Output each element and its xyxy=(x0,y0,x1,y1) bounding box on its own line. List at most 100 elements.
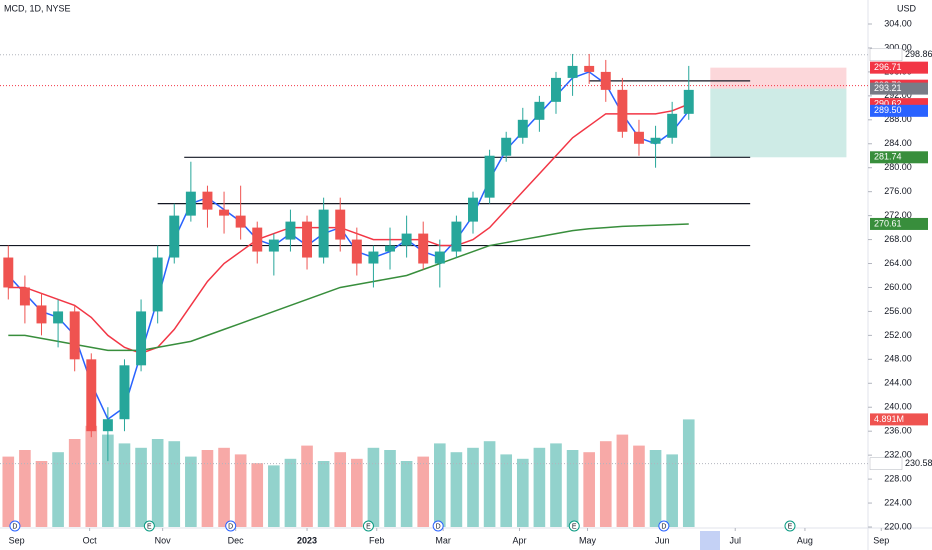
event-label: D xyxy=(436,523,441,530)
candle-body xyxy=(551,77,561,102)
y-tick-label: 256.00 xyxy=(884,306,912,316)
candle-body xyxy=(86,359,97,432)
candle-body xyxy=(285,221,296,240)
candle-body xyxy=(401,233,412,246)
volume-bar xyxy=(185,456,197,527)
candle-body xyxy=(434,251,445,264)
volume-bar xyxy=(351,458,363,527)
candle-body xyxy=(667,113,678,138)
volume-bar xyxy=(284,458,297,527)
volume-bar xyxy=(317,461,330,527)
x-tick-label: Nov xyxy=(155,535,172,545)
volume-bar xyxy=(417,456,430,527)
volume-bar xyxy=(483,441,496,527)
x-tick-label: Sep xyxy=(9,535,25,545)
candle-body xyxy=(368,251,379,264)
price-tag xyxy=(870,82,928,95)
candle-body xyxy=(567,65,578,78)
candle-body xyxy=(517,119,528,138)
event-marker xyxy=(784,520,796,532)
price-tag-label: 296.71 xyxy=(874,62,902,72)
volume-bar xyxy=(566,450,579,527)
y-tick-label: 260.00 xyxy=(884,282,912,292)
event-label: D xyxy=(661,523,666,530)
y-tick-label: 220.00 xyxy=(884,521,912,531)
candle-body xyxy=(318,209,329,258)
candle-body xyxy=(683,89,694,114)
event-marker xyxy=(362,520,374,532)
x-tick-label: May xyxy=(579,535,597,545)
volume-bar xyxy=(367,447,380,527)
price-tag xyxy=(870,61,928,74)
event-marker xyxy=(568,520,580,532)
volume-bar xyxy=(168,441,181,527)
candle-body xyxy=(501,137,512,156)
volume-bar xyxy=(516,458,529,527)
candle-body xyxy=(418,233,429,264)
x-tick-label: Oct xyxy=(83,535,98,545)
candle-body xyxy=(235,215,246,228)
volume-bar xyxy=(68,439,81,527)
candle-body xyxy=(102,419,113,432)
candle-body xyxy=(53,311,64,324)
candle-body xyxy=(202,191,213,210)
volume-bar xyxy=(234,454,247,527)
y-tick-label: 268.00 xyxy=(884,234,912,244)
candle-body xyxy=(617,89,628,132)
x-tick-label: Dec xyxy=(228,535,245,545)
volume-bar xyxy=(666,454,678,527)
x-tick-label: Feb xyxy=(369,535,385,545)
candle-body xyxy=(484,155,495,198)
volume-tag-label: 4.891M xyxy=(874,414,904,424)
y-tick-label: 304.00 xyxy=(884,18,912,28)
candle-body xyxy=(169,215,180,258)
volume-bar xyxy=(583,452,595,527)
y-tick-label: 244.00 xyxy=(884,378,912,388)
y-tick-label: 228.00 xyxy=(884,473,912,483)
price-tag-label: 289.50 xyxy=(874,105,902,115)
candle-body xyxy=(136,311,147,366)
volume-bar xyxy=(2,456,15,527)
extreme-value: 298.86 xyxy=(905,49,932,59)
volume-bar xyxy=(52,452,64,527)
event-label: D xyxy=(12,523,17,530)
volume-bar xyxy=(218,447,230,527)
y-tick-label: 240.00 xyxy=(884,402,912,412)
y-tick-label: 264.00 xyxy=(884,258,912,268)
volume-bar xyxy=(384,450,396,527)
volume-bar xyxy=(251,463,264,527)
volume-bar xyxy=(434,443,446,527)
event-marker xyxy=(658,520,670,532)
candle-body xyxy=(3,257,14,288)
y-tick-label: 280.00 xyxy=(884,162,912,172)
x-tick-label: 2023 xyxy=(297,535,317,545)
y-tick-label: 252.00 xyxy=(884,330,912,340)
price-tag xyxy=(870,151,928,164)
candle-body xyxy=(219,209,230,216)
volume-bar xyxy=(682,419,695,527)
x-tick-label: Aug xyxy=(797,535,813,545)
volume-bar xyxy=(35,461,48,527)
volume-tag xyxy=(870,413,928,426)
y-tick-label: 224.00 xyxy=(884,497,912,507)
volume-bar xyxy=(500,454,513,527)
candle-body xyxy=(650,137,661,144)
volume-bar xyxy=(334,452,347,527)
event-marker xyxy=(225,520,237,532)
currency: USD xyxy=(897,3,917,13)
y-tick-label: 288.00 xyxy=(884,114,912,124)
y-tick-label: 300.00 xyxy=(884,42,912,52)
volume-bar xyxy=(599,441,612,527)
price-tag-label: 270.61 xyxy=(874,218,902,228)
candle-body xyxy=(302,221,313,258)
y-tick-label: 284.00 xyxy=(884,138,912,148)
volume-bar xyxy=(649,450,662,527)
extreme-value: 230.58 xyxy=(905,458,932,468)
date-highlight xyxy=(700,531,720,550)
volume-bar xyxy=(533,447,546,527)
volume-bar xyxy=(467,447,479,527)
candle-body xyxy=(385,245,395,252)
y-tick-label: 272.00 xyxy=(884,210,912,220)
candle-body xyxy=(451,221,462,252)
event-label: E xyxy=(147,523,152,530)
